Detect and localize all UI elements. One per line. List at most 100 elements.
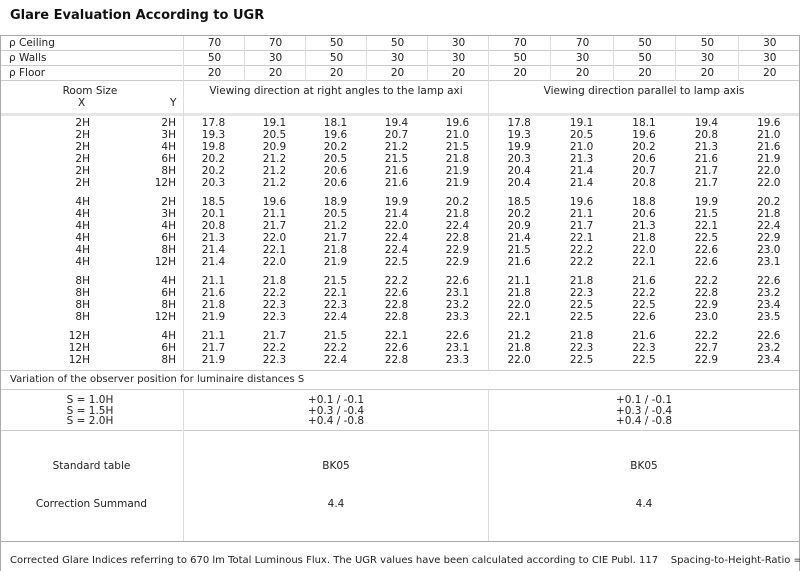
ugr-value: 21.8: [445, 153, 470, 166]
ugr-value-table: 2H 2H 17.8 19.1 18.1 19.4 19.6 17.8 19.1 18.1 19.4…: [0, 117, 800, 372]
ugr-value: 22.5: [694, 232, 719, 245]
ugr-value: 21.5: [694, 208, 719, 221]
room-x: 2H: [75, 165, 90, 178]
ugr-value: 21.9: [757, 153, 781, 166]
table-row: 4H 2H 18.5 19.6 18.9 19.9 20.2 18.5 19.6 18.8 19.9…: [0, 196, 800, 208]
variation-label: S = 1.0H: [66, 394, 114, 406]
ugr-value: 19.9: [694, 195, 719, 208]
ugr-value: 22.0: [384, 220, 409, 233]
room-y: 2H: [161, 195, 176, 208]
room-x: 2H: [75, 117, 90, 129]
ugr-value: 22.6: [694, 244, 719, 257]
standard-table-value: BK05: [322, 460, 350, 472]
ugr-value: 19.6: [262, 195, 287, 208]
right-angles-header: Viewing direction at right angles to the…: [209, 85, 463, 97]
variation-value: +0.3 / -0.4: [307, 404, 365, 417]
room-y: 6H: [161, 341, 176, 354]
column-divider: [427, 36, 428, 81]
room-y: 6H: [161, 287, 176, 299]
standard-table-value: BK05: [630, 460, 658, 472]
ugr-value: 21.2: [384, 141, 409, 154]
room-x: 4H: [75, 220, 90, 233]
ugr-value: 22.3: [632, 341, 656, 354]
variation-value: +0.4 / -0.8: [307, 415, 365, 427]
ugr-value: 18.8: [632, 195, 656, 208]
table-row: 2H 6H 20.2 21.2 20.5 21.5 21.8 20.3 21.3 20.6 21.6…: [0, 153, 800, 165]
ugr-value: 21.3: [632, 220, 656, 233]
variation-value: +0.1 / -0.1: [615, 394, 673, 406]
parallel-header: Viewing direction parallel to lamp axis: [543, 85, 745, 97]
reflectance-value: 70: [575, 37, 590, 49]
reflectance-value: 50: [638, 52, 652, 64]
room-x: 8H: [75, 287, 90, 299]
ugr-value: 22.5: [384, 256, 409, 269]
divider: [1, 389, 799, 390]
ugr-value: 22.8: [445, 232, 470, 245]
ugr-value: 18.9: [323, 195, 348, 208]
ugr-value: 21.9: [445, 165, 470, 178]
ugr-value: 22.2: [569, 244, 594, 257]
ugr-value: 22.1: [507, 311, 531, 324]
ugr-value: 21.1: [201, 329, 226, 342]
ugr-value: 21.3: [201, 232, 226, 245]
column-divider: [183, 36, 184, 370]
y-label: Y: [170, 97, 177, 109]
reflectance-value: 30: [451, 52, 466, 64]
ugr-value: 22.8: [694, 287, 719, 299]
ugr-value: 18.1: [323, 117, 348, 129]
room-y: 6H: [161, 153, 176, 166]
room-y: 8H: [161, 299, 176, 312]
ugr-value: 20.1: [201, 208, 226, 221]
ugr-value: 19.4: [694, 117, 719, 129]
ugr-value: 21.6: [507, 256, 531, 269]
ugr-value: 20.5: [262, 129, 287, 142]
ugr-value: 21.4: [569, 177, 594, 190]
ugr-value: 21.7: [694, 177, 719, 190]
ugr-value: 21.8: [507, 287, 531, 299]
reflectance-value: 50: [329, 52, 344, 64]
reflectance-value: 70: [268, 37, 283, 49]
ugr-value: 21.3: [694, 141, 719, 154]
room-y: 4H: [161, 329, 176, 342]
ugr-value: 22.4: [384, 232, 409, 245]
ugr-value: 22.5: [632, 353, 656, 366]
ugr-value: 21.8: [445, 208, 470, 221]
divider: [1, 80, 799, 81]
reflectance-value: 20: [575, 67, 590, 79]
ugr-value: 19.3: [507, 129, 531, 142]
room-y: 4H: [161, 141, 176, 154]
ugr-value: 19.6: [632, 129, 656, 142]
ugr-value: 22.4: [384, 244, 409, 257]
ugr-value: 21.0: [445, 129, 470, 142]
room-x: 2H: [75, 141, 90, 154]
ugr-value: 20.6: [323, 165, 348, 178]
divider: [1, 430, 799, 431]
ugr-value: 19.8: [201, 141, 226, 154]
reflectance-value: 20: [329, 67, 344, 79]
ugr-value: 21.3: [569, 153, 594, 166]
ugr-value: 22.3: [262, 299, 287, 312]
ugr-value: 20.8: [201, 220, 226, 233]
ugr-value: 21.7: [201, 341, 226, 354]
ugr-value: 21.1: [507, 274, 531, 287]
ugr-value: 23.2: [757, 341, 781, 354]
ugr-value: 21.4: [201, 244, 226, 257]
variation-value: +0.4 / -0.8: [615, 415, 673, 427]
ugr-value: 20.6: [632, 208, 656, 221]
room-y: 12H: [154, 256, 176, 269]
room-y: 8H: [161, 353, 176, 366]
room-group: 4H 2H 18.5 19.6 18.9 19.9 20.2 18.5 19.6 18.8 19.9…: [0, 196, 800, 269]
ugr-value: 22.4: [323, 353, 348, 366]
table-row: 8H 8H 21.8 22.3 22.3 22.8 23.2 22.0 22.5 22.5 22.9…: [0, 299, 800, 311]
reflectance-value: 20: [513, 67, 527, 79]
ugr-value: 21.8: [569, 274, 594, 287]
table-row: 4H 3H 20.1 21.1 20.5 21.4 21.8 20.2 21.1 20.6 21.5…: [0, 208, 800, 220]
reflectance-value: 50: [638, 37, 652, 49]
ugr-value: 23.5: [757, 311, 781, 324]
room-y: 8H: [161, 165, 176, 178]
ugr-value: 21.4: [201, 256, 226, 269]
column-divider: [737, 36, 739, 81]
table-row: 4H 6H 21.3 22.0 21.7 22.4 22.8 21.4 22.1 21.8 22.5…: [0, 232, 800, 244]
ugr-value: 22.2: [694, 274, 719, 287]
